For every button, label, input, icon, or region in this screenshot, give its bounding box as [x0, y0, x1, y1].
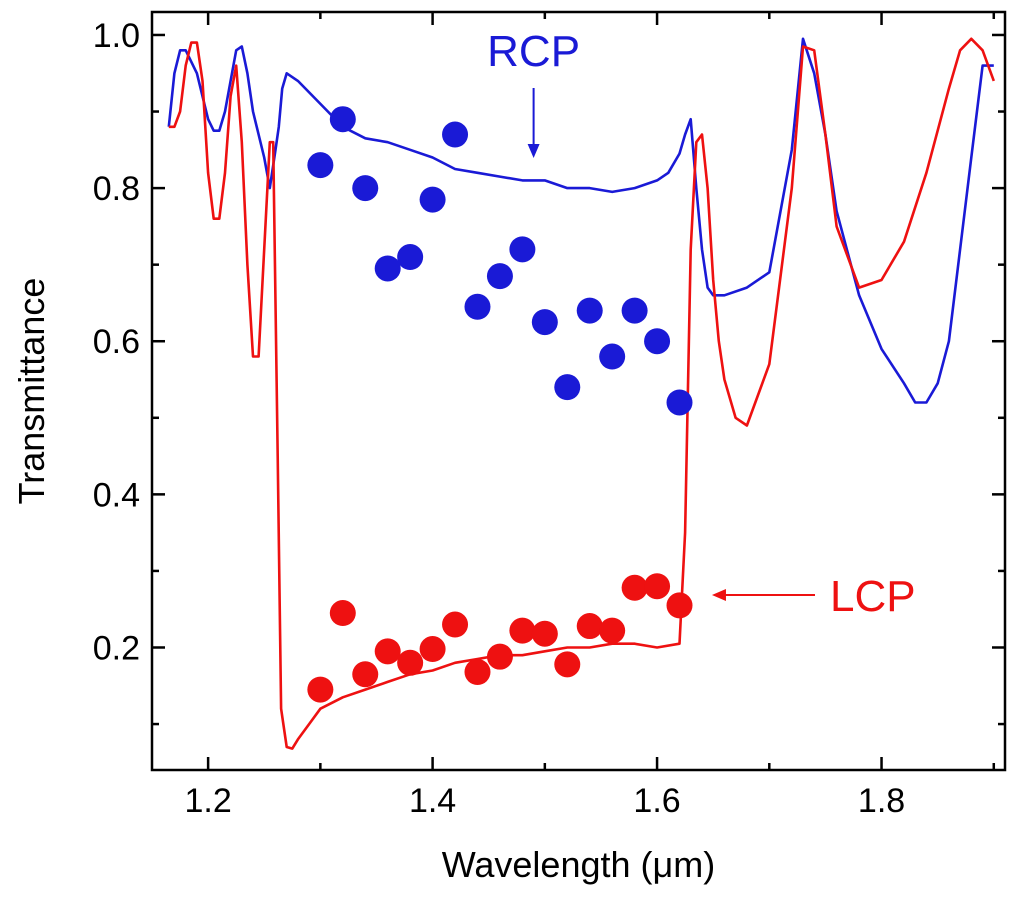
- lcp-measured-point: [486, 643, 513, 670]
- rcp-measured-point: [352, 175, 379, 202]
- lcp-measured-point: [307, 676, 334, 703]
- rcp-annotation-label: RCP: [487, 27, 580, 76]
- lcp-measured-point: [419, 636, 446, 663]
- lcp-measured-point: [599, 617, 626, 644]
- rcp-measured-point: [397, 244, 424, 271]
- x-tick-label: 1.6: [633, 782, 680, 820]
- lcp-simulation-line: [168, 37, 996, 750]
- rcp-measured-point: [576, 297, 603, 324]
- series-points: [307, 106, 693, 703]
- lcp-measured-point: [531, 620, 558, 647]
- y-axis-title: Transmittance: [11, 278, 52, 505]
- lcp-measured-point: [374, 638, 401, 665]
- y-tick-label: 0.2: [93, 629, 140, 667]
- annotations: RCP LCP: [487, 27, 915, 621]
- lcp-measured-point: [397, 649, 424, 676]
- rcp-measured-point: [464, 293, 491, 320]
- y-tick-label: 0.4: [93, 476, 140, 514]
- rcp-measured-point: [621, 297, 648, 324]
- rcp-simulation-line: [167, 37, 994, 404]
- rcp-measured-point: [374, 255, 401, 282]
- rcp-measured-point: [307, 152, 334, 179]
- lcp-measured-point: [509, 617, 536, 644]
- rcp-measured-point: [666, 389, 693, 416]
- lcp-annotation-label: LCP: [830, 572, 916, 621]
- lcp-annotation-arrowhead: [711, 589, 726, 601]
- series-lines: [167, 37, 996, 750]
- x-tick-label: 1.2: [184, 782, 231, 820]
- rcp-measured-point: [509, 236, 536, 263]
- rcp-annotation-arrowhead: [527, 144, 540, 158]
- rcp-measured-point: [486, 263, 513, 290]
- x-tick-label: 1.4: [409, 782, 456, 820]
- tick-labels: 1.2 1.4 1.6 1.8 0.2 0.4 0.6 0.8 1.0: [93, 17, 905, 820]
- rcp-measured-point: [531, 309, 558, 336]
- rcp-measured-point: [442, 121, 469, 148]
- lcp-measured-point: [644, 573, 671, 600]
- lcp-measured-point: [442, 611, 469, 638]
- lcp-measured-point: [464, 658, 491, 685]
- y-tick-label: 0.6: [93, 323, 140, 361]
- rcp-measured-point: [599, 343, 626, 370]
- y-tick-label: 0.8: [93, 170, 140, 208]
- y-tick-label: 1.0: [93, 17, 140, 55]
- rcp-measured-point: [554, 374, 581, 401]
- plot-frame: [150, 10, 1007, 772]
- rcp-measured-point: [329, 106, 356, 133]
- x-tick-label: 1.8: [858, 782, 905, 820]
- lcp-measured-point: [554, 651, 581, 678]
- lcp-measured-point: [621, 574, 648, 601]
- lcp-measured-point: [352, 661, 379, 688]
- x-axis-title: Wavelength (μm): [442, 844, 715, 885]
- rcp-measured-point: [419, 186, 446, 213]
- lcp-measured-point: [576, 613, 603, 640]
- rcp-measured-point: [644, 328, 671, 355]
- lcp-measured-point: [329, 600, 356, 627]
- lcp-measured-point: [666, 592, 693, 619]
